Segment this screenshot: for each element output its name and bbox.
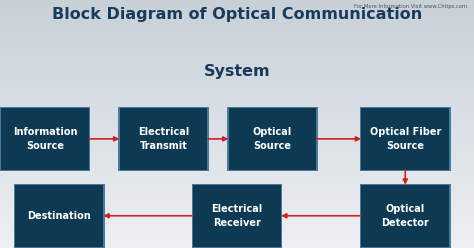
FancyBboxPatch shape <box>361 108 449 170</box>
Text: Destination: Destination <box>27 211 91 221</box>
Text: Optical Fiber
Source: Optical Fiber Source <box>370 127 441 151</box>
FancyBboxPatch shape <box>227 107 318 171</box>
Text: Electrical
Transmit: Electrical Transmit <box>138 127 189 151</box>
Text: System: System <box>204 64 270 79</box>
Text: For More Information Visit www.Chtips.com: For More Information Visit www.Chtips.co… <box>354 4 467 9</box>
FancyBboxPatch shape <box>15 185 103 247</box>
FancyBboxPatch shape <box>193 185 281 247</box>
Text: Optical
Detector: Optical Detector <box>382 204 429 228</box>
FancyBboxPatch shape <box>360 107 450 171</box>
FancyBboxPatch shape <box>14 184 104 248</box>
FancyBboxPatch shape <box>228 108 316 170</box>
Text: Optical
Source: Optical Source <box>253 127 292 151</box>
Text: Block Diagram of Optical Communication: Block Diagram of Optical Communication <box>52 7 422 22</box>
Text: Information
Source: Information Source <box>13 127 77 151</box>
FancyBboxPatch shape <box>118 107 209 171</box>
Text: Electrical
Receiver: Electrical Receiver <box>211 204 263 228</box>
FancyBboxPatch shape <box>119 108 207 170</box>
FancyBboxPatch shape <box>360 184 450 248</box>
FancyBboxPatch shape <box>0 107 90 171</box>
FancyBboxPatch shape <box>361 185 449 247</box>
FancyBboxPatch shape <box>191 184 282 248</box>
FancyBboxPatch shape <box>1 108 89 170</box>
